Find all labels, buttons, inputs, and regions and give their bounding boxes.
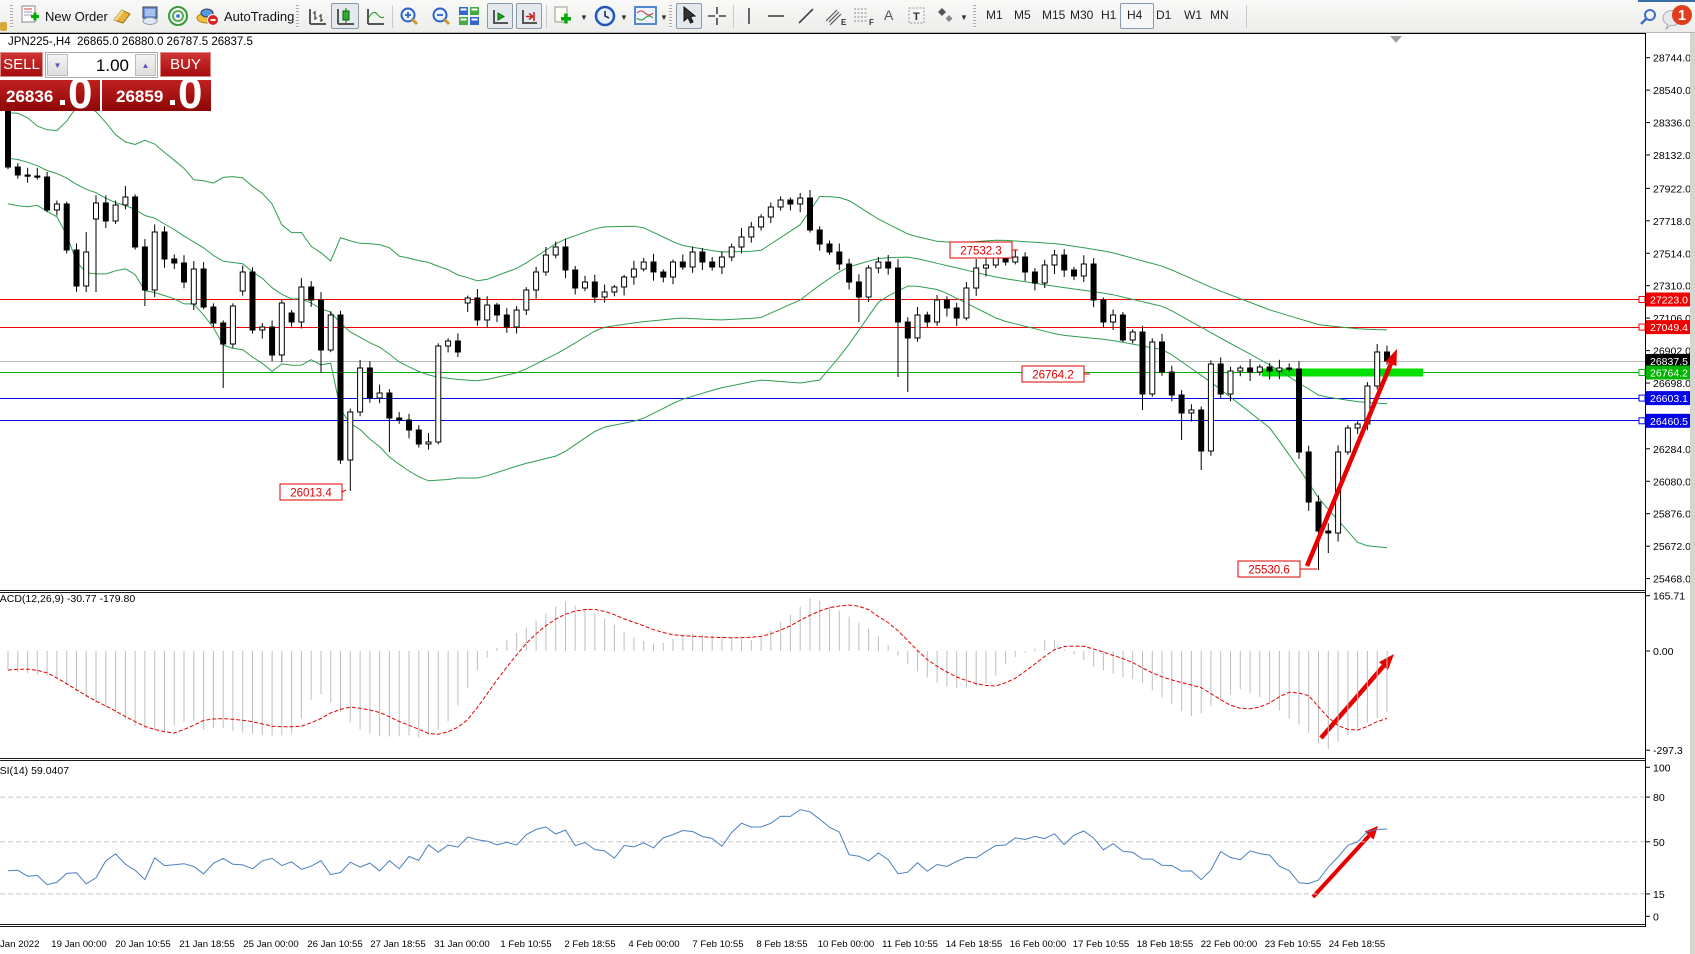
svg-text:20 Jan 10:55: 20 Jan 10:55 [115,939,170,950]
svg-text:26013.4: 26013.4 [290,488,332,500]
svg-text:26080.0: 26080.0 [1653,476,1691,488]
svg-text:0.00: 0.00 [1653,646,1674,658]
svg-text:27532.3: 27532.3 [960,246,1002,258]
svg-text:MACD(12,26,9) -30.77 -179.80: MACD(12,26,9) -30.77 -179.80 [0,593,135,605]
svg-text:27718.0: 27718.0 [1653,216,1691,228]
svg-text:2 Feb 18:55: 2 Feb 18:55 [564,939,615,950]
svg-text:25672.0: 25672.0 [1653,541,1691,553]
svg-text:165.71: 165.71 [1653,591,1685,603]
svg-text:28744.0: 28744.0 [1653,53,1691,65]
svg-text:E: E [841,18,847,27]
svg-text:Jan 2022: Jan 2022 [0,939,39,950]
svg-text:10 Feb 00:00: 10 Feb 00:00 [818,939,875,950]
svg-text:80: 80 [1653,792,1665,804]
svg-text:11 Feb 10:55: 11 Feb 10:55 [882,939,938,950]
svg-text:8 Feb 18:55: 8 Feb 18:55 [756,939,807,950]
svg-text:25530.6: 25530.6 [1248,565,1290,577]
svg-text:27922.0: 27922.0 [1653,183,1691,195]
svg-text:26603.1: 26603.1 [1650,393,1688,405]
svg-text:26764.2: 26764.2 [1032,370,1074,382]
svg-text:25468.0: 25468.0 [1653,574,1691,586]
svg-text:16 Feb 00:00: 16 Feb 00:00 [1010,939,1067,950]
svg-text:28540.0: 28540.0 [1653,85,1691,97]
svg-text:-297.3: -297.3 [1653,745,1683,757]
svg-text:15: 15 [1653,889,1665,901]
svg-text:28336.0: 28336.0 [1653,118,1691,130]
svg-text:31 Jan 00:00: 31 Jan 00:00 [434,939,489,950]
svg-text:RSI(14) 59.0407: RSI(14) 59.0407 [0,765,69,777]
svg-text:23 Feb 10:55: 23 Feb 10:55 [1265,939,1322,950]
svg-text:26764.2: 26764.2 [1650,368,1688,380]
svg-text:24 Feb 18:55: 24 Feb 18:55 [1329,939,1386,950]
svg-text:1: 1 [1678,7,1686,24]
svg-text:F: F [869,18,874,27]
svg-text:21 Jan 18:55: 21 Jan 18:55 [179,939,234,950]
svg-text:17 Feb 10:55: 17 Feb 10:55 [1073,939,1130,950]
svg-text:14 Feb 18:55: 14 Feb 18:55 [946,939,1003,950]
svg-text:50: 50 [1653,837,1665,849]
svg-text:0: 0 [1653,911,1659,923]
svg-text:25 Jan 00:00: 25 Jan 00:00 [243,939,298,950]
svg-text:27223.0: 27223.0 [1650,295,1688,307]
svg-text:27 Jan 18:55: 27 Jan 18:55 [370,939,425,950]
svg-text:7 Feb 10:55: 7 Feb 10:55 [692,939,743,950]
svg-text:26837.5: 26837.5 [1650,356,1688,368]
svg-text:19 Jan 00:00: 19 Jan 00:00 [51,939,106,950]
svg-text:18 Feb 18:55: 18 Feb 18:55 [1137,939,1194,950]
svg-text:27049.4: 27049.4 [1650,322,1688,334]
svg-text:4 Feb 00:00: 4 Feb 00:00 [628,939,679,950]
svg-text:100: 100 [1653,762,1671,774]
svg-text:T: T [913,11,920,23]
svg-text:27514.0: 27514.0 [1653,248,1691,260]
svg-text:26460.5: 26460.5 [1650,416,1688,428]
svg-text:25876.0: 25876.0 [1653,509,1691,521]
svg-text:27310.0: 27310.0 [1653,281,1691,293]
svg-text:26698.0: 26698.0 [1653,378,1691,390]
svg-text:26 Jan 10:55: 26 Jan 10:55 [307,939,362,950]
svg-text:1 Feb 10:55: 1 Feb 10:55 [500,939,551,950]
svg-text:28132.0: 28132.0 [1653,150,1691,162]
svg-text:26284.0: 26284.0 [1653,444,1691,456]
svg-text:22 Feb 00:00: 22 Feb 00:00 [1201,939,1258,950]
